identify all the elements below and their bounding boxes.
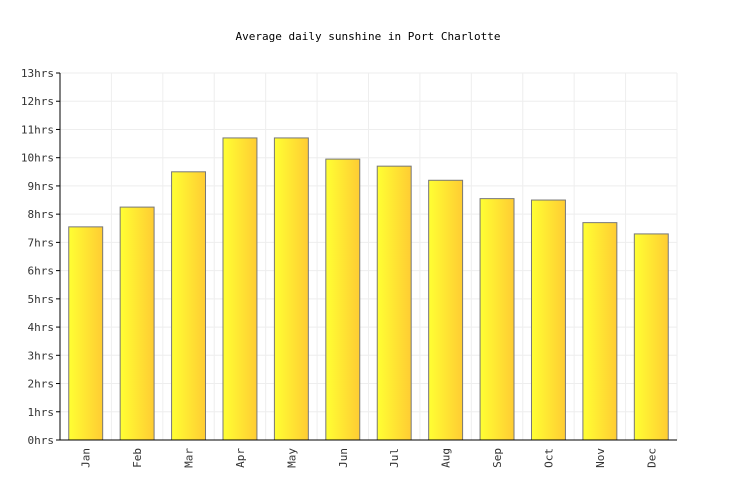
y-tick-label: 11hrs: [21, 123, 54, 136]
x-tick-labels: Jan Feb Mar Apr May Jun Jul Aug Sep Oct Nov Dec: [80, 448, 659, 468]
x-tick-label: Jun: [337, 448, 350, 468]
x-tick-label: Dec: [645, 448, 658, 468]
bar-may: [273, 137, 309, 441]
bar-oct: [530, 199, 566, 441]
x-tick-label: Feb: [131, 448, 144, 468]
y-tick-labels: 0hrs 1hrs 2hrs 3hrs 4hrs 5hrs 6hrs 7hrs 8hrs 9hrs…: [21, 67, 54, 447]
x-tick-label: Apr: [234, 448, 247, 468]
x-tick-label: Sep: [491, 448, 504, 468]
bar-feb: [119, 206, 155, 441]
y-tick-label: 3hrs: [28, 349, 55, 362]
x-tick-label: Mar: [183, 448, 196, 468]
x-tick-label: Aug: [440, 448, 453, 468]
bar-jan: [68, 226, 104, 441]
y-tick-label: 2hrs: [28, 378, 55, 391]
x-tick-label: Jul: [388, 448, 401, 468]
x-tick-label: Oct: [542, 448, 555, 468]
bar-nov: [582, 222, 618, 441]
axes: [56, 72, 677, 441]
bars: [68, 137, 669, 441]
bar-sep: [479, 198, 515, 441]
bar-aug: [428, 179, 464, 441]
chart-title: Average daily sunshine in Port Charlotte: [235, 30, 501, 43]
y-tick-label: 5hrs: [28, 293, 55, 306]
y-tick-label: 1hrs: [28, 406, 55, 419]
y-tick-label: 10hrs: [21, 152, 54, 165]
y-tick-label: 13hrs: [21, 67, 54, 80]
grid: [59, 72, 678, 441]
bar-mar: [171, 171, 207, 441]
y-tick-label: 7hrs: [28, 236, 55, 249]
x-tick-label: Jan: [80, 448, 93, 468]
bar-dec: [633, 233, 669, 441]
y-tick-label: 12hrs: [21, 95, 54, 108]
bar-apr: [222, 137, 258, 441]
bar-jun: [325, 158, 361, 441]
x-tick-label: May: [285, 448, 298, 468]
bar-jul: [376, 165, 412, 441]
y-tick-label: 0hrs: [28, 434, 55, 447]
y-tick-label: 6hrs: [28, 265, 55, 278]
y-tick-label: 4hrs: [28, 321, 55, 334]
y-tick-label: 8hrs: [28, 208, 55, 221]
y-tick-label: 9hrs: [28, 180, 55, 193]
x-tick-label: Nov: [594, 448, 607, 468]
